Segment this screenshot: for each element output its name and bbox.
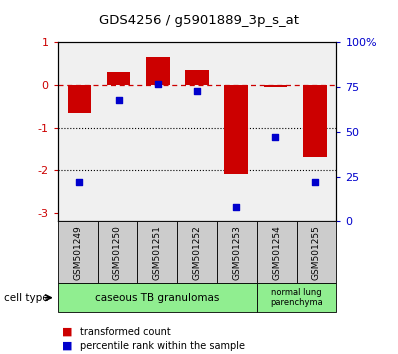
Point bbox=[115, 97, 122, 103]
Text: normal lung
parenchyma: normal lung parenchyma bbox=[270, 288, 323, 307]
Bar bbox=[303, 85, 326, 158]
Bar bbox=[68, 85, 91, 113]
Bar bbox=[107, 72, 130, 85]
Text: ■: ■ bbox=[62, 327, 72, 337]
Text: GSM501250: GSM501250 bbox=[113, 225, 122, 280]
Point bbox=[312, 179, 318, 185]
Text: GSM501251: GSM501251 bbox=[153, 225, 162, 280]
Text: transformed count: transformed count bbox=[80, 327, 170, 337]
Text: GSM501254: GSM501254 bbox=[272, 225, 281, 280]
Point bbox=[76, 179, 82, 185]
Text: caseous TB granulomas: caseous TB granulomas bbox=[95, 293, 219, 303]
Bar bbox=[224, 85, 248, 175]
Text: cell type: cell type bbox=[4, 293, 49, 303]
Text: percentile rank within the sample: percentile rank within the sample bbox=[80, 341, 245, 351]
Bar bbox=[146, 57, 170, 85]
Text: GSM501255: GSM501255 bbox=[312, 225, 321, 280]
Text: GSM501252: GSM501252 bbox=[193, 225, 201, 280]
Bar bbox=[185, 70, 209, 85]
Point bbox=[233, 204, 240, 210]
Text: GSM501249: GSM501249 bbox=[73, 225, 82, 280]
Point bbox=[154, 81, 161, 86]
Point bbox=[194, 88, 200, 93]
Text: GDS4256 / g5901889_3p_s_at: GDS4256 / g5901889_3p_s_at bbox=[99, 14, 299, 27]
Text: GSM501253: GSM501253 bbox=[232, 225, 241, 280]
Text: ■: ■ bbox=[62, 341, 72, 351]
Bar bbox=[264, 85, 287, 87]
Point bbox=[272, 135, 279, 140]
